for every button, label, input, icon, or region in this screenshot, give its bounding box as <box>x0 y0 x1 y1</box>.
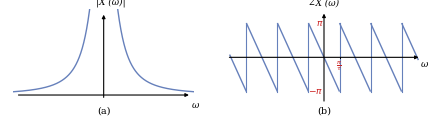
Text: |X (ω)|: |X (ω)| <box>96 0 126 7</box>
Text: (b): (b) <box>317 106 331 115</box>
Text: ω: ω <box>192 101 199 110</box>
Text: ω: ω <box>420 60 428 69</box>
Text: $\frac{\pi}{\tau}$: $\frac{\pi}{\tau}$ <box>336 59 342 73</box>
Text: (a): (a) <box>97 106 111 115</box>
Text: $-\pi$: $-\pi$ <box>308 87 324 96</box>
Text: $\pi$: $\pi$ <box>316 19 324 28</box>
Text: ∠X (ω): ∠X (ω) <box>308 0 340 7</box>
